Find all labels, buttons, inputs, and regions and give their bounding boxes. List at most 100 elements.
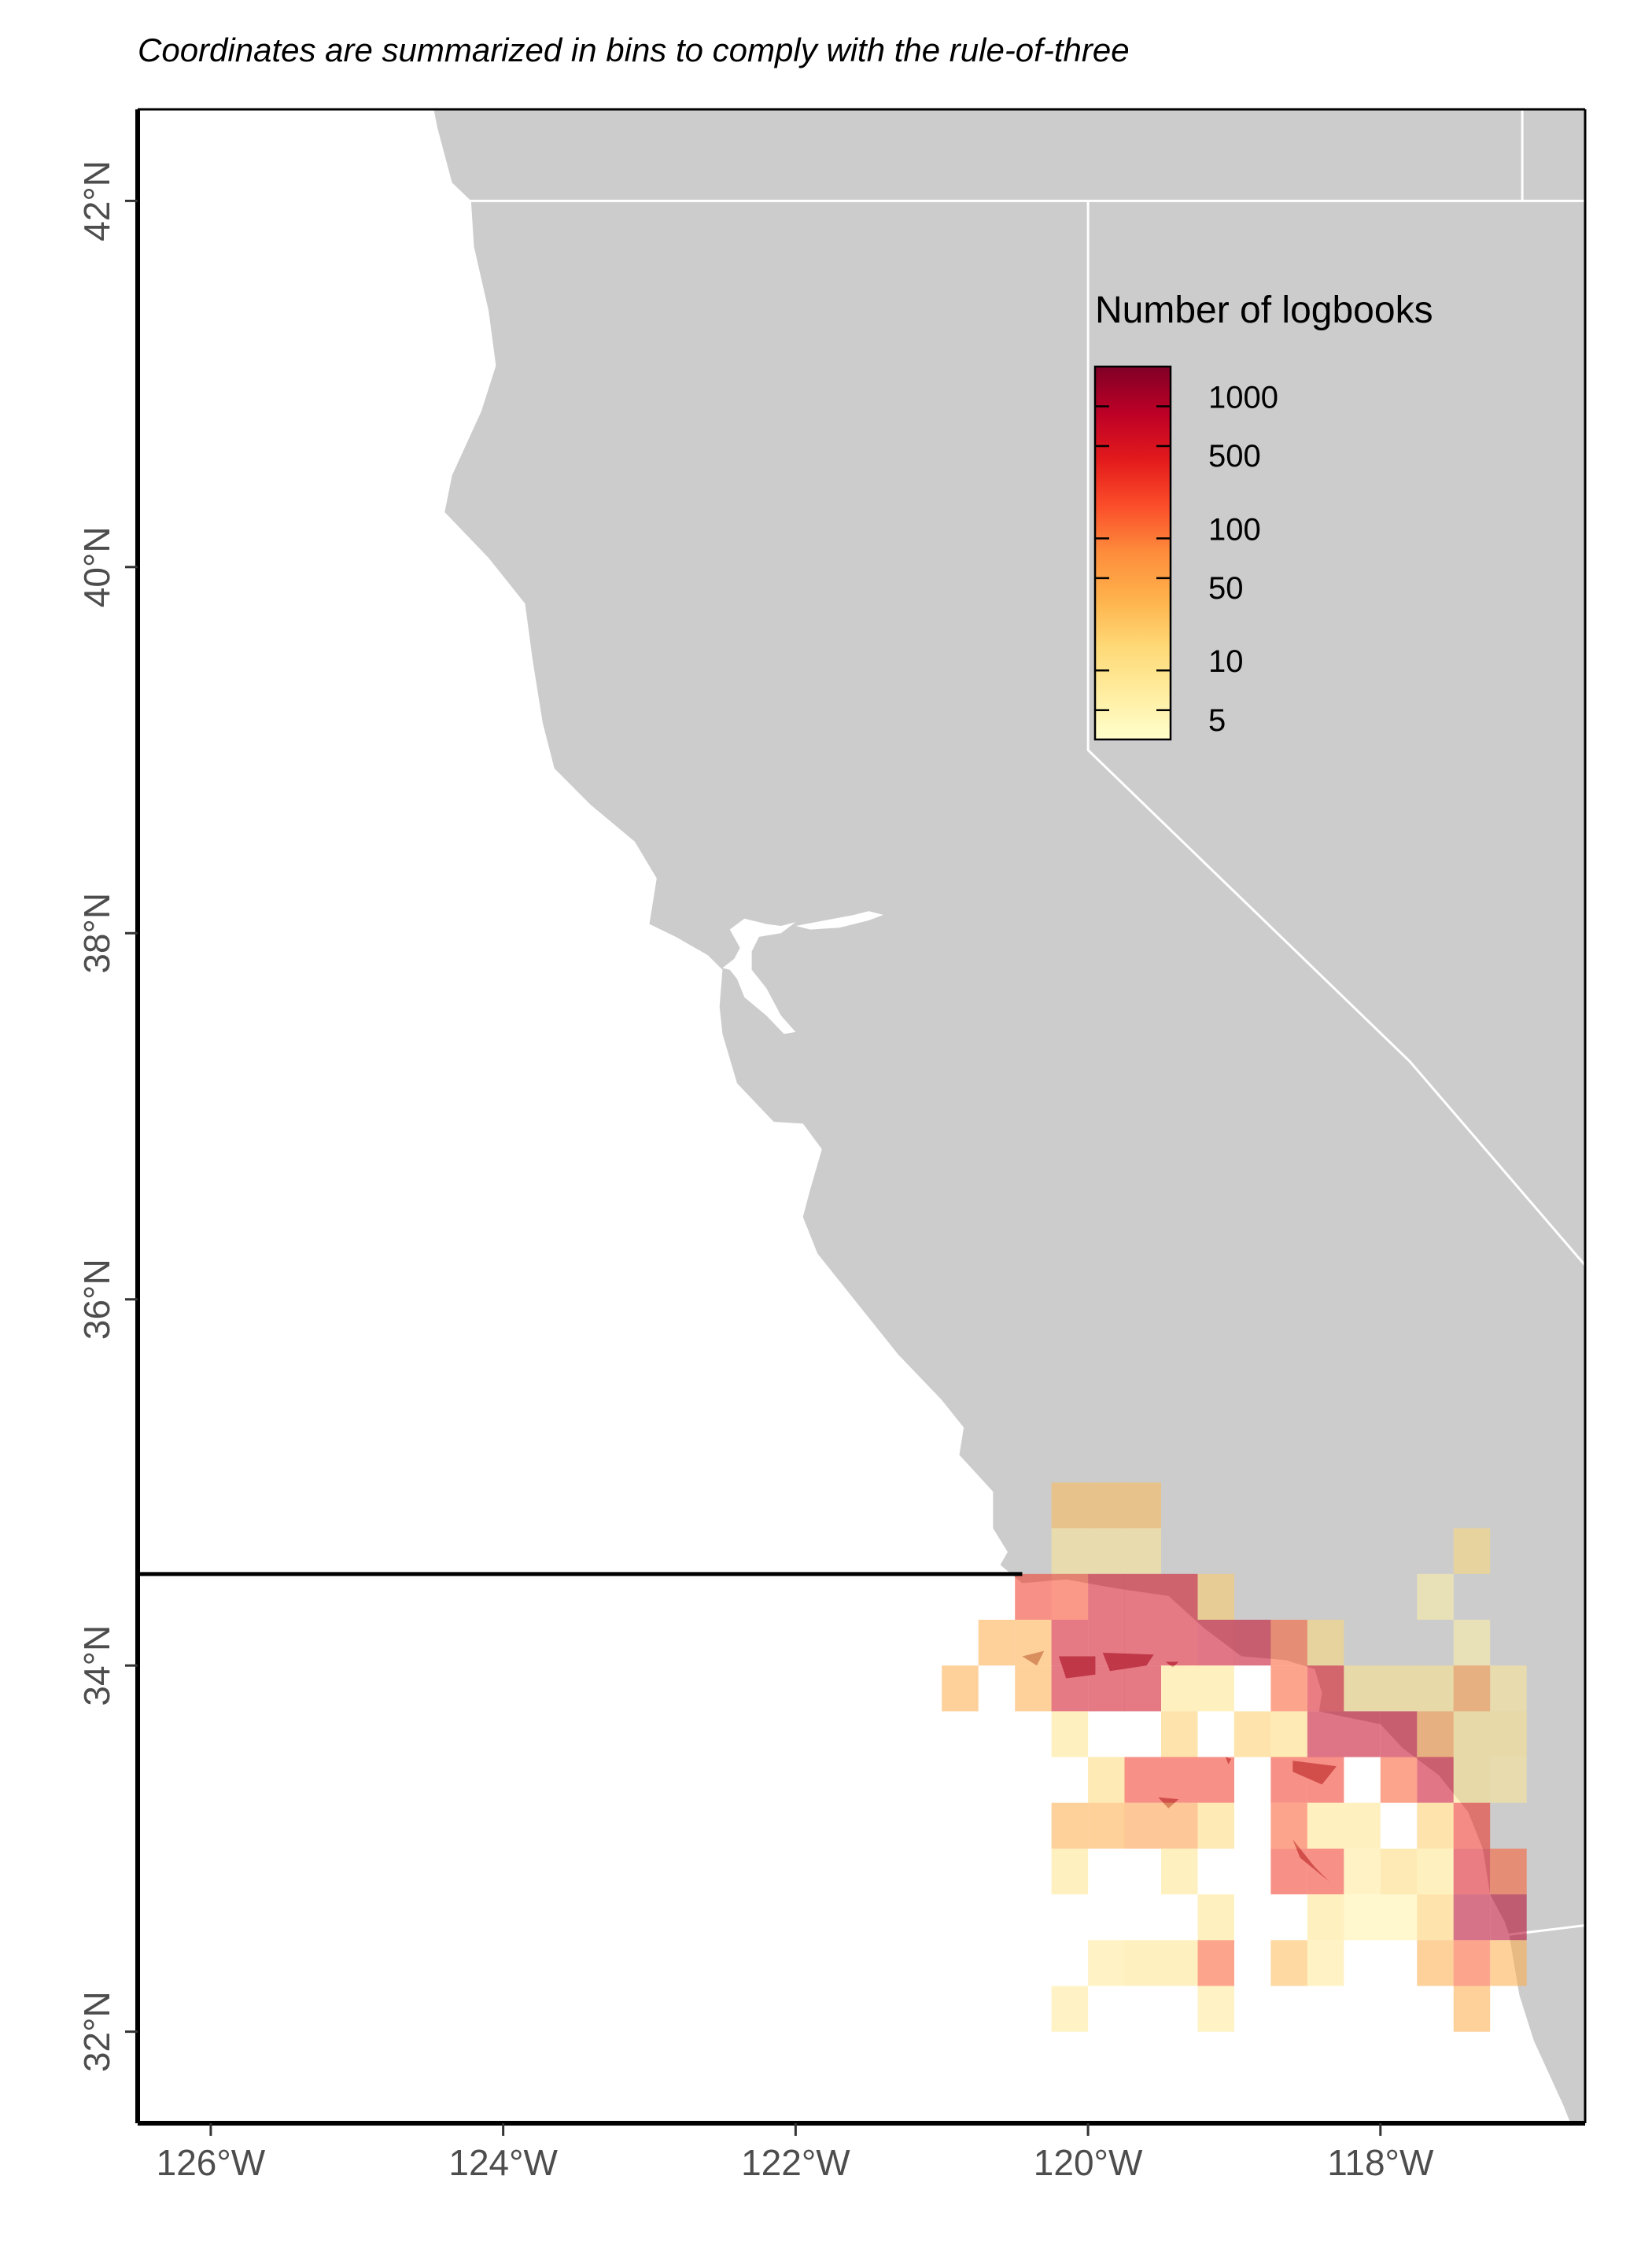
- heatmap-bin: [1161, 1757, 1198, 1803]
- heatmap-bin: [1051, 1986, 1089, 2032]
- sacramento-delta: [795, 911, 883, 930]
- heatmap-bin: [1124, 1573, 1161, 1620]
- heatmap-bin: [1088, 1757, 1125, 1803]
- legend-tick-label: 10: [1208, 644, 1244, 679]
- heatmap-bin: [1307, 1940, 1344, 1986]
- heatmap-bin: [1051, 1573, 1089, 1620]
- heatmap-bin: [1453, 1620, 1491, 1666]
- heatmap-bin: [1197, 1986, 1234, 2032]
- heatmap-bin: [1197, 1940, 1234, 1986]
- heatmap-bin: [1453, 1940, 1491, 1986]
- heatmap-bin: [1453, 1986, 1491, 2032]
- san-francisco-bay: [722, 918, 796, 1034]
- heatmap-bin: [1051, 1482, 1089, 1528]
- y-tick-label: 34°N: [76, 1625, 117, 1706]
- heatmap-bin: [1051, 1620, 1089, 1666]
- y-tick-label: 42°N: [76, 160, 117, 242]
- heatmap-bin: [1344, 1802, 1381, 1849]
- heatmap-bin: [1124, 1665, 1161, 1712]
- heatmap-bin: [1490, 1848, 1527, 1895]
- legend-title: Number of logbooks: [1095, 289, 1433, 331]
- heatmap-bin: [1307, 1665, 1344, 1712]
- heatmap-bin: [1124, 1757, 1161, 1803]
- heatmap-bin: [1453, 1528, 1491, 1574]
- heatmap-bin: [1233, 1711, 1271, 1757]
- heatmap-bin: [1490, 1940, 1527, 1986]
- heatmap-bin: [1088, 1802, 1125, 1849]
- heatmap-bin: [1380, 1757, 1418, 1803]
- nevada-border: [1086, 201, 1585, 1267]
- x-tick-label: 120°W: [1034, 2142, 1143, 2183]
- heatmap-bin: [1124, 1528, 1161, 1574]
- heatmap-bin: [1270, 1848, 1307, 1895]
- heatmap-bin: [1161, 1940, 1198, 1986]
- legend-ticks: 5 10 50 100 500 1000: [1095, 381, 1278, 738]
- heatmap-bin: [1088, 1528, 1125, 1574]
- heatmap-bin: [1417, 1757, 1454, 1803]
- heatmap-bin: [1197, 1757, 1234, 1803]
- heatmap-bin: [978, 1620, 1016, 1666]
- heatmap-bin: [1088, 1573, 1125, 1620]
- heatmap-bin: [1307, 1620, 1344, 1666]
- legend-colorbar: [1093, 365, 1172, 741]
- x-tick-label: 122°W: [741, 2142, 850, 2183]
- heatmap-bin: [1380, 1848, 1418, 1895]
- heatmap-bin: [1344, 1665, 1381, 1712]
- heatmap-bin: [1453, 1848, 1491, 1895]
- heatmap-bin: [1088, 1482, 1125, 1528]
- heatmap-bin: [1015, 1573, 1052, 1620]
- heatmap-bin: [1088, 1940, 1125, 1986]
- heatmap-bin: [1490, 1665, 1527, 1712]
- heatmap-bin: [1417, 1848, 1454, 1895]
- heatmap-bin: [1380, 1711, 1418, 1757]
- heatmap-bin: [1380, 1894, 1418, 1941]
- color-legend: Number of logbooks 5 10 50 100 500 1000: [1093, 289, 1433, 741]
- legend-tick-label: 1000: [1208, 381, 1278, 415]
- heatmap-bin: [1124, 1940, 1161, 1986]
- x-tick-label: 126°W: [157, 2142, 266, 2183]
- heatmap-bin: [1051, 1665, 1089, 1712]
- heatmap-bin: [1197, 1665, 1234, 1712]
- heatmap-bin: [1453, 1665, 1491, 1712]
- heatmap-bin: [1453, 1894, 1491, 1941]
- heatmap-bin: [1417, 1711, 1454, 1757]
- heatmap-bin: [1417, 1894, 1454, 1941]
- y-axis: 32°N 34°N 36°N 38°N 40°N 42°N: [76, 160, 138, 2072]
- legend-tick-label: 500: [1208, 439, 1261, 474]
- heatmap-bin: [1051, 1711, 1089, 1757]
- heatmap-bin: [1344, 1848, 1381, 1895]
- heatmap-bin: [1453, 1802, 1491, 1849]
- heatmap-bin: [1161, 1665, 1198, 1712]
- heatmap-bin: [1015, 1620, 1052, 1666]
- heatmap-bin: [942, 1665, 979, 1712]
- heatmap-bin: [1417, 1802, 1454, 1849]
- heatmap-bin: [1051, 1848, 1089, 1895]
- heatmap-bin: [1490, 1894, 1527, 1941]
- caption: Coordinates are summarized in bins to co…: [138, 31, 1130, 68]
- heatmap-bin: [1270, 1665, 1307, 1712]
- heatmap-bin: [1490, 1711, 1527, 1757]
- heatmap-bin: [1197, 1894, 1234, 1941]
- heatmap-bin: [1344, 1711, 1381, 1757]
- heatmap-bin: [1307, 1848, 1344, 1895]
- y-tick-label: 36°N: [76, 1259, 117, 1340]
- heatmap-bin: [1270, 1620, 1307, 1666]
- heatmap-bin: [1307, 1757, 1344, 1803]
- heatmap-bin: [1453, 1757, 1491, 1803]
- heatmap-bin: [1453, 1711, 1491, 1757]
- heatmap-bin: [1197, 1802, 1234, 1849]
- heatmap-bin: [1270, 1757, 1307, 1803]
- x-tick-label: 124°W: [448, 2142, 558, 2183]
- heatmap-bin: [1270, 1940, 1307, 1986]
- heatmap-bin: [1124, 1482, 1161, 1528]
- x-axis: 126°W 124°W 122°W 120°W 118°W: [157, 2123, 1434, 2183]
- heatmap-bin: [1088, 1665, 1125, 1712]
- heatmap-bin: [1417, 1573, 1454, 1620]
- heatmap-bin: [1307, 1711, 1344, 1757]
- heatmap-bin: [1417, 1940, 1454, 1986]
- heatmap-bin: [1270, 1711, 1307, 1757]
- heatmap-bin: [1124, 1620, 1161, 1666]
- x-tick-label: 118°W: [1327, 2142, 1434, 2183]
- heatmap-bin: [1417, 1665, 1454, 1712]
